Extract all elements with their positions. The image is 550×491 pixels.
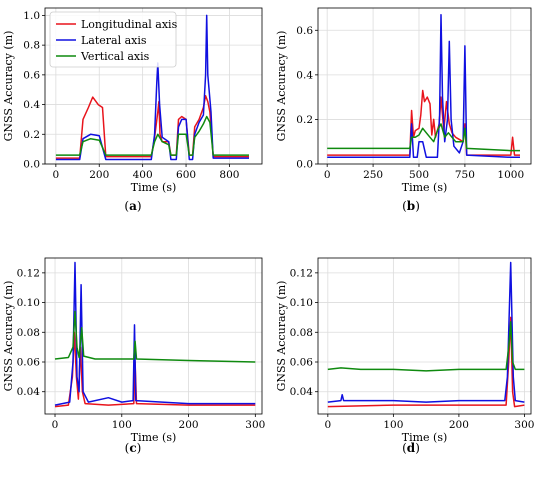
panel-caption: (b) [402, 199, 420, 213]
panel-caption: (d) [402, 441, 420, 455]
x-tick-label: 500 [409, 169, 429, 181]
series-line-vertical-axis [327, 321, 525, 372]
y-axis-label: GNSS Accuracy (m) [275, 31, 288, 142]
series-line-lateral-axis [327, 261, 525, 403]
y-tick-label: 0.12 [290, 267, 313, 279]
y-tick-label: 1.0 [23, 10, 40, 22]
series-line-lateral-axis [54, 261, 256, 406]
x-tick-label: 600 [176, 169, 196, 181]
x-tick-label: 0 [324, 169, 331, 181]
chart-panel: 0 250 500 750 1000 0.0 0.2 0.4 0.6 Time (s) GNSS A… [275, 7, 532, 213]
chart-panel: 0 100 200 300 0.04 0.06 0.08 0.10 0.12 Time (s) GN… [275, 257, 534, 455]
y-tick-label: 0.06 [17, 357, 41, 369]
y-tick-label: 0.10 [290, 297, 313, 309]
series-line-vertical-axis [327, 123, 520, 152]
x-axis-label: Time (s) [131, 431, 177, 444]
y-tick-label: 0.4 [23, 99, 40, 111]
y-tick-label: 0.12 [17, 267, 40, 279]
x-tick-label: 300 [245, 419, 265, 431]
y-tick-label: 0.6 [296, 25, 313, 37]
plot-frame [317, 7, 532, 165]
legend-box [49, 11, 177, 68]
series-line-vertical-axis [55, 115, 249, 156]
y-tick-label: 0.2 [23, 129, 40, 141]
y-tick-label: 0.4 [296, 69, 313, 81]
plot-frame [44, 7, 263, 165]
y-axis-label: GNSS Accuracy (m) [2, 281, 15, 392]
legend-entry: Longitudinal axis [81, 18, 178, 31]
x-tick-label: 0 [52, 419, 59, 431]
x-tick-label: 100 [383, 419, 403, 431]
panel-caption: (a) [124, 199, 141, 213]
chart-panel: 0 100 200 300 0.04 0.06 0.08 0.10 0.12 Time (s) GN… [2, 257, 265, 455]
legend: Longitudinal axis Lateral axis Vertical ax… [49, 11, 178, 68]
series-line-lateral-axis [327, 13, 520, 159]
x-tick-label: 800 [219, 169, 239, 181]
y-tick-label: 0.8 [23, 40, 40, 52]
plot-frame [317, 257, 532, 415]
y-tick-label: 0.2 [296, 114, 313, 126]
plot-frame [44, 257, 263, 415]
x-tick-label: 400 [133, 169, 153, 181]
chart-panel: 0 200 400 600 800 0.0 0.2 0.4 0.6 0.8 1.0 Time (s) G… [2, 7, 263, 213]
legend-entry: Vertical axis [80, 50, 150, 63]
x-axis-label: Time (s) [402, 181, 448, 194]
x-tick-label: 1000 [497, 169, 524, 181]
y-tick-label: 0.08 [290, 327, 313, 339]
x-tick-label: 0 [53, 169, 60, 181]
y-tick-label: 0.06 [290, 357, 314, 369]
x-tick-label: 200 [89, 169, 109, 181]
panel-caption: (c) [125, 441, 142, 455]
y-tick-label: 0.0 [23, 159, 40, 171]
series-line-longitudinal-axis [327, 316, 525, 408]
y-tick-label: 0.04 [17, 386, 41, 398]
y-tick-label: 0.04 [290, 386, 314, 398]
y-tick-label: 0.08 [17, 327, 40, 339]
x-tick-label: 0 [324, 419, 331, 431]
y-axis-label: GNSS Accuracy (m) [275, 281, 288, 392]
y-tick-label: 0.10 [17, 297, 40, 309]
x-tick-label: 200 [449, 419, 469, 431]
x-axis-label: Time (s) [402, 431, 448, 444]
y-tick-label: 0.6 [23, 69, 40, 81]
x-axis-label: Time (s) [131, 181, 177, 194]
y-tick-label: 0.0 [296, 159, 313, 171]
x-tick-label: 100 [112, 419, 132, 431]
x-tick-label: 200 [179, 419, 199, 431]
x-tick-label: 250 [363, 169, 383, 181]
series-line-vertical-axis [54, 310, 256, 363]
x-tick-label: 300 [514, 419, 534, 431]
legend-entry: Lateral axis [81, 34, 147, 47]
x-tick-label: 750 [455, 169, 475, 181]
y-axis-label: GNSS Accuracy (m) [2, 31, 15, 142]
